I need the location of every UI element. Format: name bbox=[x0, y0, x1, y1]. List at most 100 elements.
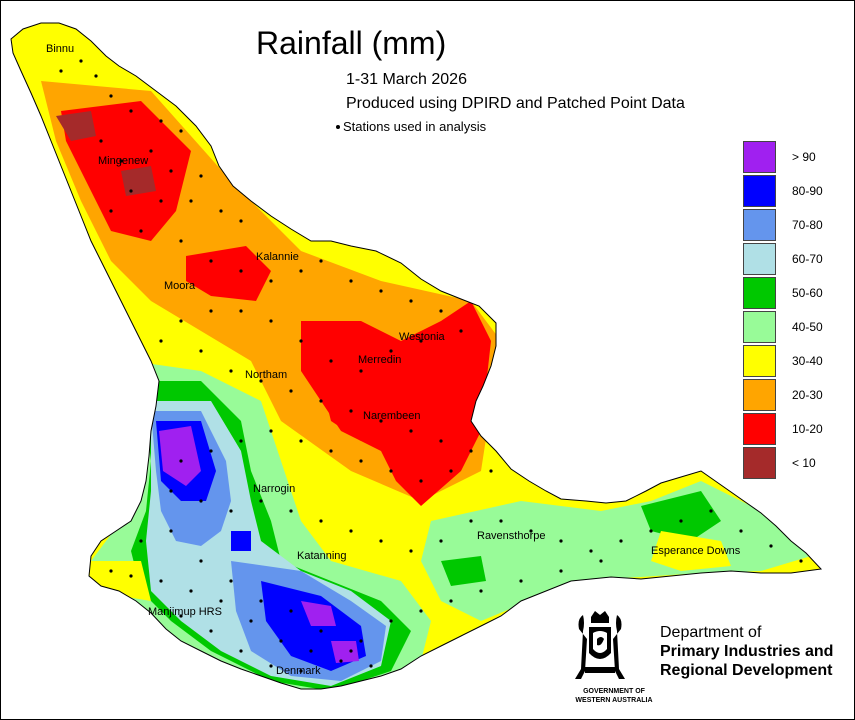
station-dot bbox=[349, 649, 353, 653]
station-dot bbox=[109, 94, 113, 98]
station-dot bbox=[239, 309, 243, 313]
station-dot bbox=[269, 279, 273, 283]
legend-row: 30-40 bbox=[743, 345, 853, 377]
station-dot bbox=[289, 509, 293, 513]
station-dot bbox=[229, 509, 233, 513]
dept-line2: Primary Industries and bbox=[660, 643, 834, 660]
legend-swatch bbox=[743, 447, 776, 479]
station-dot bbox=[259, 499, 263, 503]
station-dot bbox=[239, 439, 243, 443]
station-dot bbox=[599, 559, 603, 563]
station-dot bbox=[229, 369, 233, 373]
station-dot bbox=[469, 449, 473, 453]
station-dot bbox=[199, 559, 203, 563]
gov-line1: GOVERNMENT OF bbox=[583, 688, 645, 695]
stations-legend-label: Stations used in analysis bbox=[343, 119, 487, 134]
town-label: Northam bbox=[245, 369, 288, 381]
station-dot bbox=[169, 169, 173, 173]
legend-row: 20-30 bbox=[743, 379, 853, 411]
station-dot bbox=[299, 439, 303, 443]
station-dot bbox=[339, 659, 343, 663]
station-dot bbox=[379, 539, 383, 543]
station-dot bbox=[369, 664, 373, 668]
station-dot bbox=[359, 639, 363, 643]
station-dot bbox=[239, 219, 243, 223]
legend-swatch bbox=[743, 311, 776, 343]
station-dot bbox=[159, 339, 163, 343]
station-dot bbox=[299, 269, 303, 273]
station-dot bbox=[159, 579, 163, 583]
legend-label: 60-70 bbox=[792, 252, 823, 266]
dept-line1: Department of bbox=[660, 624, 762, 641]
station-dot bbox=[449, 599, 453, 603]
legend-swatch bbox=[743, 379, 776, 411]
station-dot bbox=[559, 569, 563, 573]
station-dot bbox=[559, 539, 563, 543]
station-dot bbox=[209, 449, 213, 453]
station-dot-icon bbox=[336, 125, 340, 129]
station-dot bbox=[419, 609, 423, 613]
station-dot bbox=[179, 129, 183, 133]
station-dot bbox=[79, 59, 83, 63]
station-dot bbox=[359, 369, 363, 373]
town-label: Merredin bbox=[358, 354, 402, 366]
station-dot bbox=[409, 549, 413, 553]
station-dot bbox=[99, 139, 103, 143]
station-dot bbox=[289, 389, 293, 393]
department-name: Department of Primary Industries and Reg… bbox=[660, 623, 833, 680]
station-dot bbox=[299, 339, 303, 343]
legend-label: 10-20 bbox=[792, 422, 823, 436]
station-dot bbox=[279, 639, 283, 643]
station-dot bbox=[179, 614, 183, 618]
town-label: Katanning bbox=[297, 550, 347, 562]
legend-swatch bbox=[743, 243, 776, 275]
station-dot bbox=[349, 409, 353, 413]
station-dot bbox=[259, 599, 263, 603]
station-dot bbox=[619, 539, 623, 543]
station-dot bbox=[269, 429, 273, 433]
station-dot bbox=[739, 529, 743, 533]
government-label: GOVERNMENT OF WESTERN AUSTRALIA bbox=[564, 687, 664, 705]
region-outline bbox=[10, 22, 823, 690]
station-dot bbox=[139, 539, 143, 543]
station-dot bbox=[519, 579, 523, 583]
station-dot bbox=[269, 664, 273, 668]
station-dot bbox=[799, 559, 803, 563]
town-label: Binnu bbox=[46, 43, 75, 55]
legend-row: 40-50 bbox=[743, 311, 853, 343]
station-dot bbox=[229, 579, 233, 583]
map-title: Rainfall (mm) bbox=[256, 25, 447, 61]
town-label: Manjimup HRS bbox=[148, 606, 222, 618]
station-dot bbox=[589, 549, 593, 553]
station-dot bbox=[179, 459, 183, 463]
legend-label: 50-60 bbox=[792, 286, 823, 300]
station-dot bbox=[419, 339, 423, 343]
station-dot bbox=[109, 209, 113, 213]
legend-swatch bbox=[743, 413, 776, 445]
station-dot bbox=[169, 529, 173, 533]
town-label: Westonia bbox=[399, 331, 445, 343]
legend-label: 70-80 bbox=[792, 218, 823, 232]
station-dot bbox=[199, 349, 203, 353]
station-dot bbox=[319, 629, 323, 633]
station-dot bbox=[319, 519, 323, 523]
map-period: 1-31 March 2026 bbox=[346, 71, 467, 88]
legend-row: 10-20 bbox=[743, 413, 853, 445]
gov-line2: WESTERN AUSTRALIA bbox=[575, 697, 653, 704]
station-dot bbox=[329, 449, 333, 453]
station-dot bbox=[94, 74, 98, 78]
station-dot bbox=[139, 229, 143, 233]
town-label: Mingenew bbox=[98, 155, 149, 167]
legend-row: 50-60 bbox=[743, 277, 853, 309]
station-dot bbox=[209, 309, 213, 313]
station-dot bbox=[389, 619, 393, 623]
station-dot bbox=[169, 489, 173, 493]
station-dot bbox=[239, 649, 243, 653]
legend-swatch bbox=[743, 141, 776, 173]
legend-swatch bbox=[743, 209, 776, 241]
legend-label: 20-30 bbox=[792, 388, 823, 402]
station-dot bbox=[199, 174, 203, 178]
town-label: Kalannie bbox=[256, 251, 299, 263]
station-dot bbox=[379, 289, 383, 293]
